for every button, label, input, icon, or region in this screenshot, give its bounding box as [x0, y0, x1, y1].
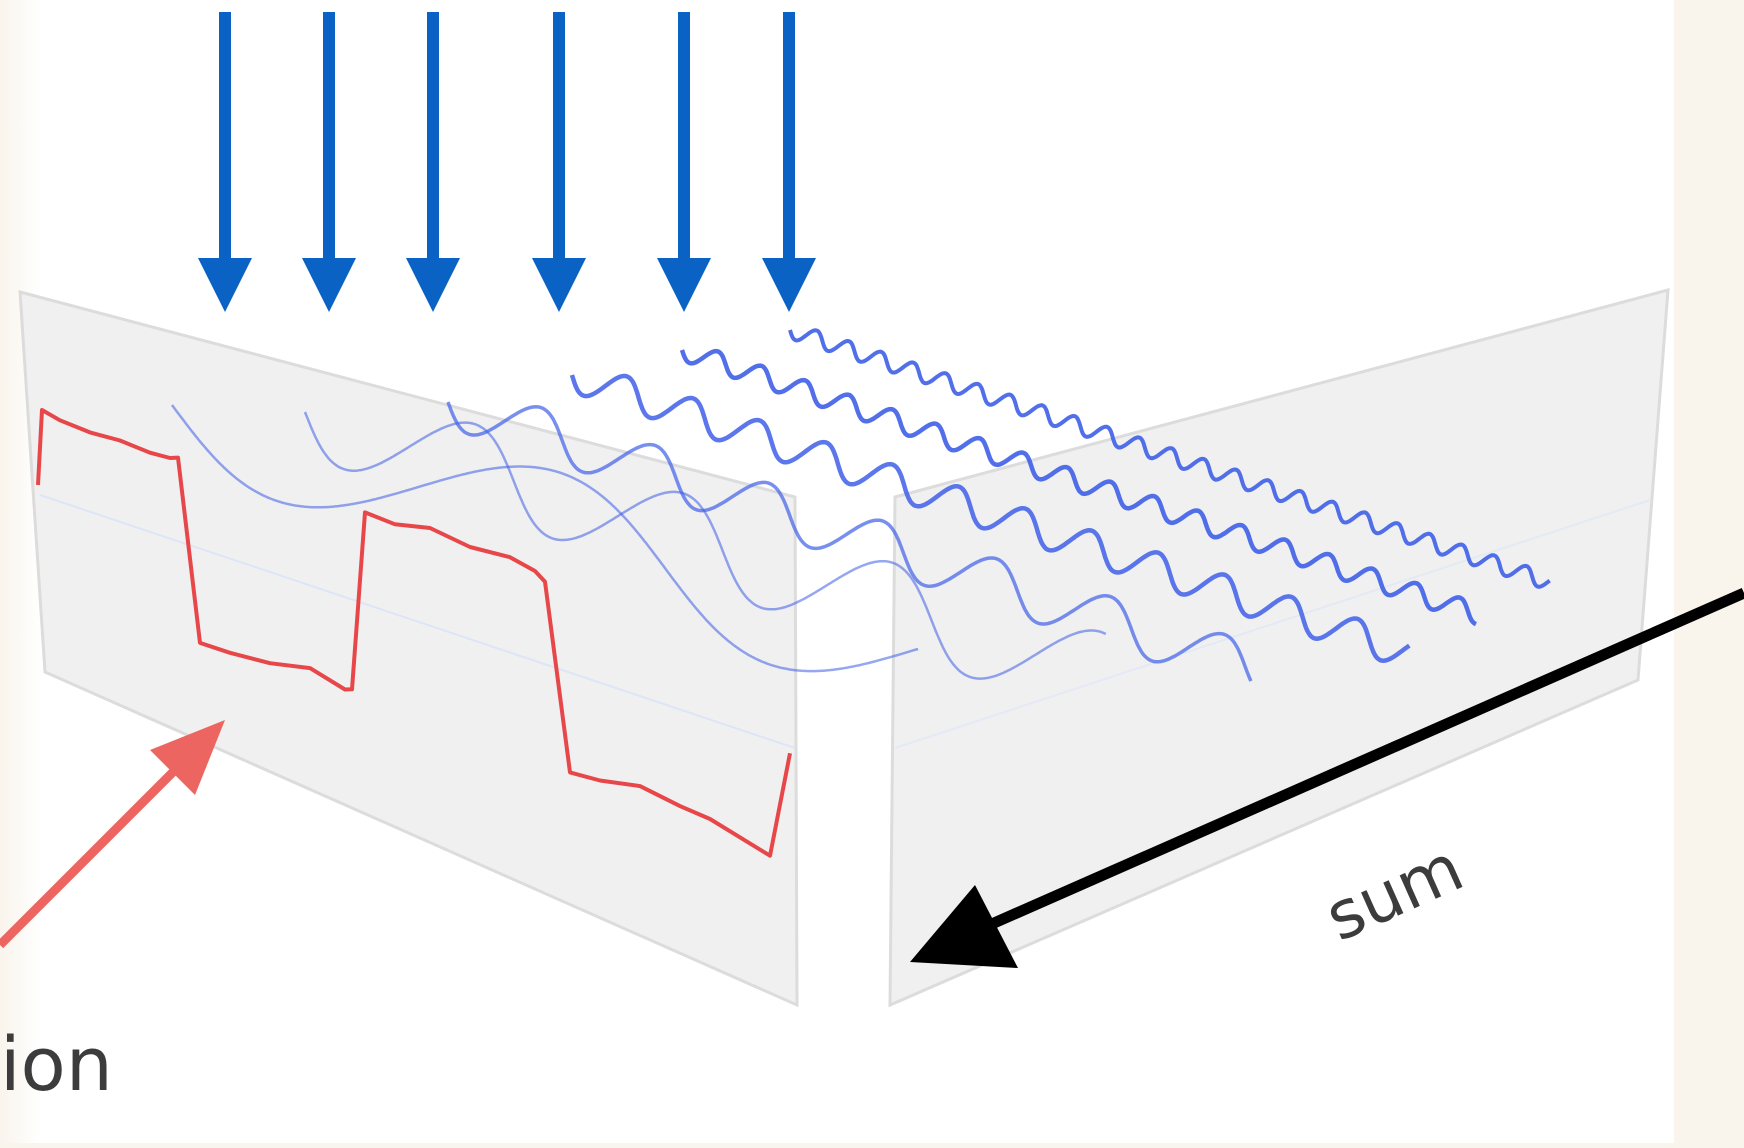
arrow-down-icon [657, 258, 711, 312]
black-sum-arrow-icon [910, 587, 1744, 968]
arrow-down-icon [678, 12, 690, 262]
component-wave-curve [788, 328, 1551, 589]
arrow-down-icon [783, 12, 795, 262]
arrow-down-icon [302, 258, 356, 312]
arrow-down-icon [198, 258, 252, 312]
arrow-down-icon [323, 12, 335, 262]
component-wave-curve [170, 404, 919, 673]
component-wave-curve [446, 401, 1253, 682]
component-waves [170, 328, 1551, 682]
arrow-down-icon [219, 12, 231, 262]
arrow-down-icon [553, 12, 565, 262]
arrow-down-icon [532, 258, 586, 312]
frequency-domain-plane [888, 288, 1670, 1008]
summed-function-curve [36, 408, 792, 858]
red-pointer-arrow-icon [0, 720, 225, 949]
down-arrows [198, 12, 816, 312]
component-wave-curve [569, 373, 1411, 663]
component-wave-curve [679, 348, 1477, 627]
arrow-down-icon [406, 258, 460, 312]
time-domain-axis [39, 494, 796, 749]
arrow-down-icon [762, 258, 816, 312]
arrow-down-icon [427, 12, 439, 262]
background-left-fade [0, 0, 40, 1143]
function-label: ion [0, 1022, 113, 1108]
frequency-domain-axis [894, 499, 1651, 749]
component-wave-curve [303, 411, 1107, 680]
